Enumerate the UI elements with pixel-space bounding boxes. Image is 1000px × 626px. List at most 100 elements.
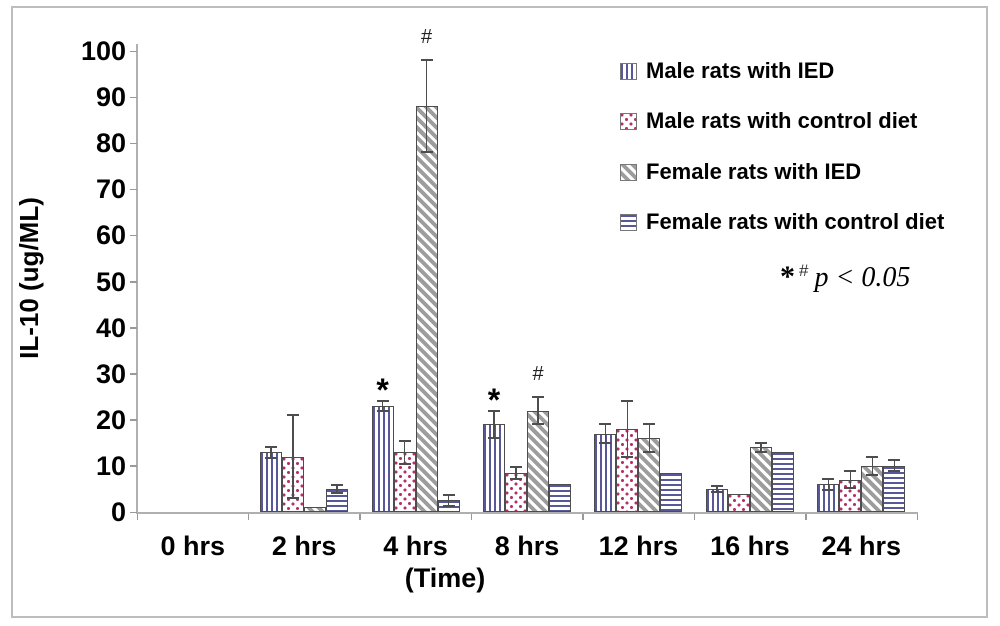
bar-vertical-stripes bbox=[705, 488, 728, 512]
error-bar-cap bbox=[643, 451, 656, 454]
error-bar-cap bbox=[442, 493, 455, 496]
error-bar-line bbox=[604, 424, 607, 443]
error-bar-cap bbox=[844, 487, 857, 490]
error-bar-line bbox=[425, 60, 428, 153]
x-axis-category-label: 2 hrs bbox=[271, 531, 337, 561]
y-axis-tick bbox=[130, 419, 137, 421]
error-bar-line bbox=[760, 442, 762, 453]
significance-text: p < 0.05 bbox=[814, 262, 911, 293]
error-bar-cap bbox=[754, 441, 767, 444]
bar-dots bbox=[393, 452, 416, 512]
bar-diagonal-stripes bbox=[861, 465, 884, 512]
legend-marker-dots-icon bbox=[620, 112, 637, 130]
x-axis-category-label: 0 hrs bbox=[160, 531, 225, 561]
bar-horizontal-stripes bbox=[883, 465, 906, 512]
x-axis-category-label: 4 hrs bbox=[383, 531, 448, 561]
significance-hash-marker: # bbox=[532, 362, 544, 385]
significance-hash: # bbox=[799, 261, 809, 280]
error-bar-cap bbox=[287, 497, 300, 500]
legend-label: Female rats with control diet bbox=[646, 209, 945, 234]
y-axis-tick bbox=[130, 511, 137, 513]
error-bar-line bbox=[537, 396, 539, 425]
error-bar-cap bbox=[376, 409, 389, 412]
chart-frame bbox=[11, 6, 988, 618]
x-axis-line bbox=[136, 512, 918, 514]
legend-item-male-control: Male rats with control diet bbox=[620, 108, 917, 134]
error-bar-cap bbox=[866, 455, 879, 458]
legend-item-male-ied: Male rats with IED bbox=[620, 58, 834, 84]
y-axis-tick bbox=[130, 188, 137, 191]
error-bar-line bbox=[493, 410, 495, 439]
x-axis-tick bbox=[359, 514, 361, 520]
error-bar-cap bbox=[710, 491, 723, 494]
x-axis-tick bbox=[805, 514, 807, 520]
y-axis-tick bbox=[130, 142, 137, 145]
error-bar-line bbox=[292, 415, 294, 499]
error-bar-cap bbox=[822, 488, 835, 491]
y-axis-tick-label: 40 bbox=[95, 312, 126, 343]
y-axis-tick-label: 100 bbox=[80, 36, 126, 66]
legend-item-female-control: Female rats with control diet bbox=[620, 209, 944, 235]
error-bar-line bbox=[381, 401, 384, 411]
y-axis-title: IL-10 (ug/ML) bbox=[14, 197, 44, 359]
legend-item-female-ied: Female rats with IED bbox=[620, 159, 861, 185]
error-bar-cap bbox=[621, 400, 634, 403]
error-bar-cap bbox=[331, 484, 344, 487]
error-bar-line bbox=[648, 424, 651, 453]
bar-diagonal-stripes bbox=[415, 106, 438, 512]
error-bar-cap bbox=[331, 491, 344, 494]
bar-horizontal-stripes bbox=[549, 484, 571, 512]
error-bar-cap bbox=[510, 477, 522, 480]
error-bar-cap bbox=[398, 439, 411, 442]
y-axis-tick-label: 10 bbox=[95, 450, 126, 481]
error-bar-cap bbox=[532, 395, 544, 398]
error-bar-cap bbox=[888, 459, 901, 462]
significance-star-marker: * bbox=[376, 372, 389, 409]
error-bar-cap bbox=[265, 456, 278, 459]
y-axis-tick bbox=[130, 96, 137, 99]
y-axis-tick bbox=[130, 281, 137, 283]
bar-horizontal-stripes bbox=[771, 452, 794, 512]
x-axis-category-label: 24 hrs bbox=[821, 531, 902, 561]
legend-marker-diagonal-stripes-icon bbox=[620, 163, 637, 181]
x-axis-tick bbox=[582, 514, 584, 520]
bar-diagonal-stripes bbox=[749, 447, 772, 512]
bar-diagonal-stripes bbox=[527, 410, 549, 512]
y-axis-tick-label: 20 bbox=[95, 404, 126, 435]
error-bar-cap bbox=[287, 414, 300, 417]
y-axis-tick bbox=[130, 465, 137, 467]
y-axis-tick-label: 60 bbox=[95, 220, 126, 251]
error-bar-line bbox=[403, 440, 406, 464]
bar-vertical-stripes bbox=[483, 424, 505, 512]
legend-label: Male rats with control diet bbox=[646, 108, 918, 133]
y-axis-line bbox=[136, 44, 138, 514]
error-bar-line bbox=[849, 471, 852, 489]
error-bar-cap bbox=[844, 470, 857, 473]
error-bar-line bbox=[447, 494, 450, 506]
significance-hash-marker: # bbox=[421, 26, 433, 49]
legend-marker-horizontal-stripes-icon bbox=[620, 213, 637, 231]
error-bar-cap bbox=[398, 462, 411, 465]
legend-label: Female rats with IED bbox=[646, 159, 862, 184]
error-bar-line bbox=[827, 478, 830, 490]
x-axis-tick bbox=[136, 514, 138, 520]
error-bar-line bbox=[336, 485, 338, 493]
y-axis-tick bbox=[130, 327, 137, 329]
x-axis-category-label: 12 hrs bbox=[598, 531, 679, 561]
error-bar-cap bbox=[376, 400, 389, 403]
error-bar-cap bbox=[599, 441, 612, 444]
error-bar-line bbox=[716, 485, 718, 493]
x-axis-tick bbox=[247, 514, 250, 520]
bar-diagonal-stripes bbox=[304, 507, 327, 512]
error-bar-cap bbox=[532, 423, 544, 426]
error-bar-cap bbox=[866, 474, 879, 477]
y-axis-tick-label: 70 bbox=[95, 174, 126, 205]
x-axis-category-label: 8 hrs bbox=[494, 531, 560, 561]
error-bar-cap bbox=[510, 465, 522, 468]
bar-vertical-stripes bbox=[371, 405, 394, 512]
bar-horizontal-stripes bbox=[326, 488, 349, 512]
error-bar-line bbox=[626, 401, 629, 457]
legend-marker-vertical-stripes-icon bbox=[620, 62, 637, 80]
error-bar-cap bbox=[442, 505, 455, 507]
